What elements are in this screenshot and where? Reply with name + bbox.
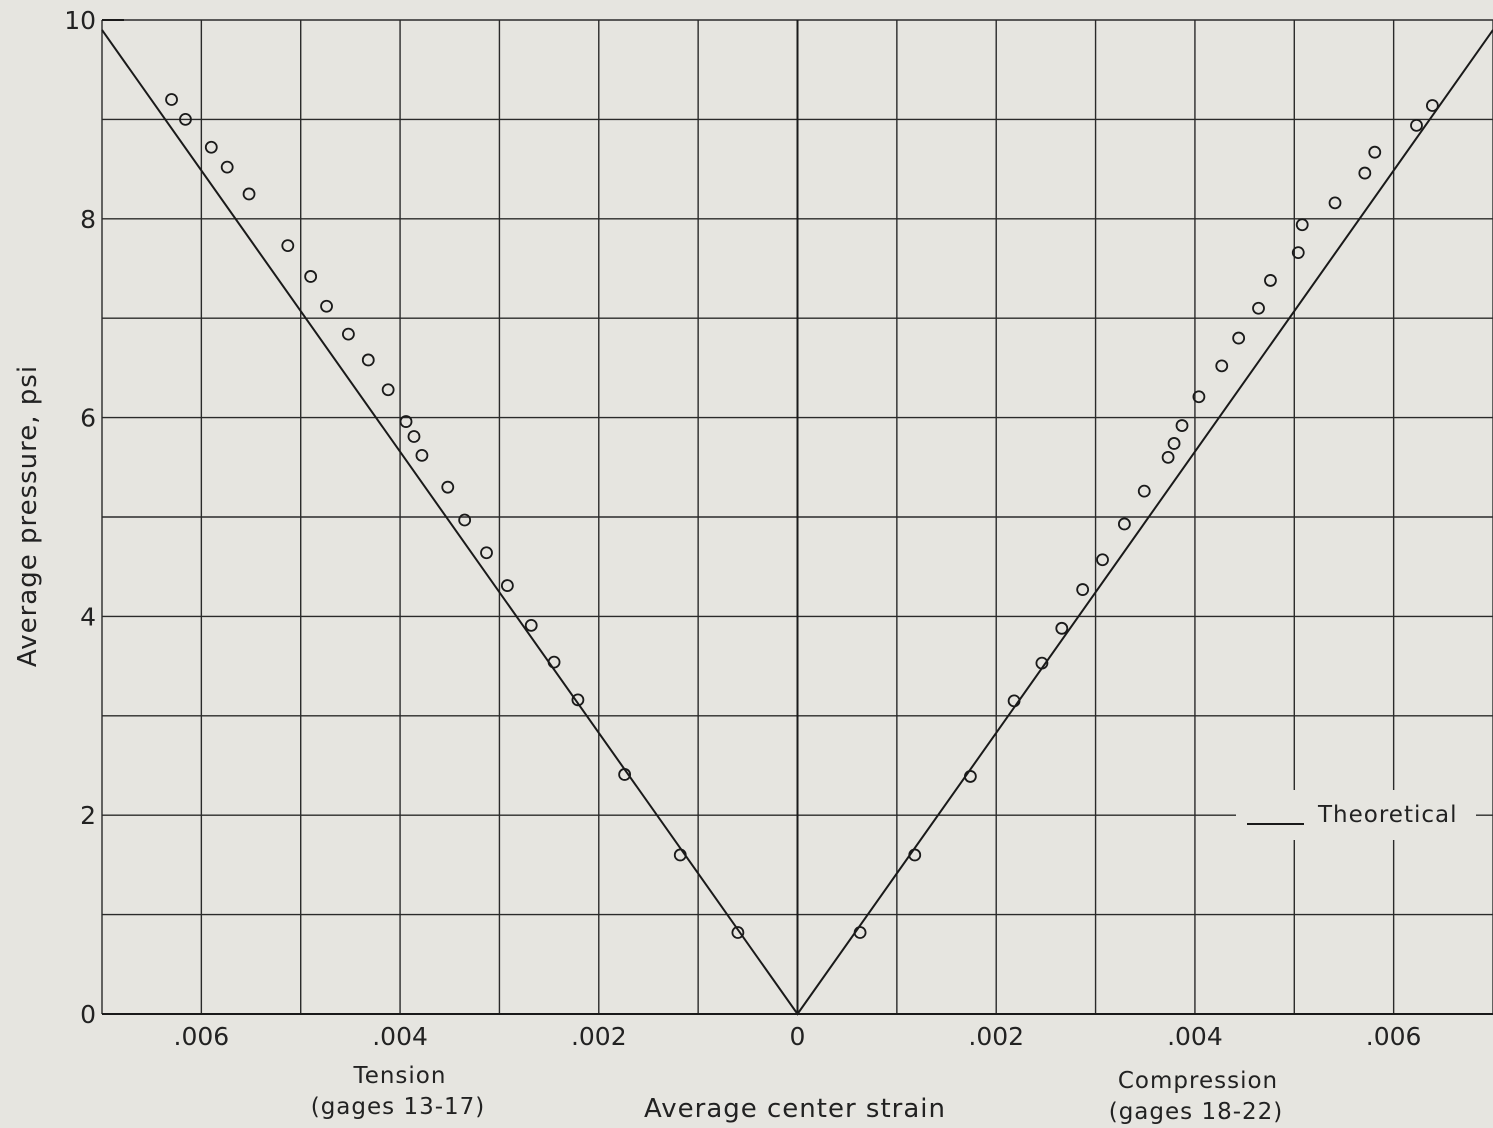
data-point [1232, 331, 1246, 345]
x-tick-label: .004 [372, 1022, 428, 1051]
data-point [320, 299, 333, 313]
x-tick-label: .002 [968, 1022, 1024, 1051]
data-point [1264, 274, 1277, 287]
tension-gages-label: (gages 13-17) [311, 1094, 486, 1120]
data-point [1175, 419, 1189, 432]
data-point [480, 546, 493, 560]
legend-label: Theoretical [1317, 802, 1458, 828]
y-tick-labels: 0 2 4 6 8 10 [64, 6, 96, 1029]
data-point [500, 579, 514, 592]
data-point [415, 448, 429, 462]
x-tick-label: .004 [1167, 1022, 1223, 1051]
data-point [571, 693, 585, 707]
x-tick-labels: .006 .004 .002 0 .002 .004 .006 [174, 1022, 1422, 1051]
x-tick-label: 0 [790, 1022, 806, 1051]
y-tick-label: 4 [80, 602, 96, 631]
data-point [547, 655, 561, 669]
x-tick-label: .006 [1366, 1022, 1422, 1051]
data-point [1215, 359, 1229, 373]
data-point [1425, 99, 1439, 112]
data-points [165, 93, 1439, 939]
data-point [1137, 484, 1151, 498]
data-point [1076, 583, 1090, 596]
data-point [1055, 621, 1069, 635]
data-point [204, 140, 218, 154]
data-point [1252, 301, 1265, 315]
data-point [1358, 166, 1372, 180]
data-point [342, 327, 355, 341]
data-point [1291, 246, 1305, 259]
y-tick-label: 8 [80, 205, 96, 234]
legend-box [1236, 790, 1476, 840]
data-point [441, 480, 455, 494]
y-tick-label: 2 [80, 801, 96, 830]
x-tick-label: .006 [174, 1022, 230, 1051]
data-point [1161, 450, 1175, 464]
data-point [1368, 145, 1382, 159]
compression-label: Compression [1118, 1068, 1278, 1094]
x-axis-label: Average center strain [644, 1094, 946, 1124]
data-point [963, 770, 977, 783]
data-point [458, 513, 472, 527]
data-point [1328, 196, 1342, 210]
theoretical-line [101, 29, 1493, 1016]
data-point [1117, 517, 1131, 531]
data-point [381, 383, 395, 397]
data-point [1192, 390, 1206, 404]
y-tick-label: 0 [80, 1000, 96, 1029]
data-point [1007, 694, 1021, 708]
data-point [1410, 118, 1423, 132]
tension-label: Tension [353, 1063, 447, 1089]
data-point [618, 768, 632, 781]
data-point [220, 160, 234, 174]
data-point [731, 926, 745, 939]
data-point [304, 270, 318, 283]
data-point [673, 848, 687, 862]
data-point [407, 430, 421, 443]
data-point [1096, 553, 1109, 567]
data-point [281, 239, 295, 253]
data-point [908, 848, 922, 862]
data-point [165, 93, 178, 106]
data-point [1035, 656, 1049, 670]
y-axis-label: Average pressure, psi [13, 365, 43, 667]
data-point [1295, 218, 1309, 232]
data-point [399, 415, 413, 428]
y-tick-label: 10 [64, 6, 96, 35]
theoretical-series-line [101, 29, 1493, 1016]
data-point [853, 926, 867, 939]
x-tick-label: .002 [571, 1022, 627, 1051]
data-point [179, 113, 192, 126]
data-point [524, 618, 538, 632]
y-tick-label: 6 [80, 404, 96, 433]
data-point [1167, 437, 1181, 450]
data-point [361, 353, 375, 367]
data-point [242, 187, 256, 201]
compression-gages-label: (gages 18-22) [1109, 1099, 1284, 1125]
